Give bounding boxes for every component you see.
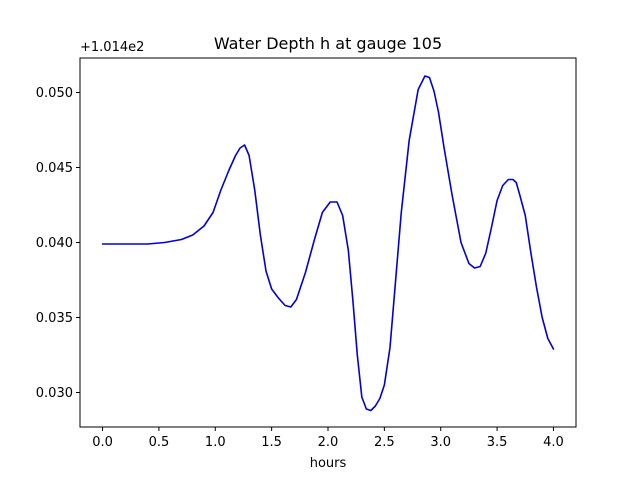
x-tick-label: 0.0	[92, 435, 113, 450]
y-axis-offset-label: +1.014e2	[80, 40, 144, 55]
y-tick-label: 0.050	[36, 86, 73, 101]
x-tick-label: 2.5	[374, 435, 395, 450]
y-tick-label: 0.040	[36, 236, 73, 251]
x-tick-label: 4.0	[543, 435, 564, 450]
y-tick-label: 0.045	[36, 161, 73, 176]
y-tick-label: 0.030	[36, 386, 73, 401]
x-axis-label: hours	[310, 456, 347, 471]
x-tick-label: 0.5	[149, 435, 170, 450]
x-tick-label: 1.5	[261, 435, 282, 450]
plot-area: 0.0 0.5 1.0 1.5 2.0 2.5 3.0 3.5 4.0 0.030 0.035 0.0…	[36, 57, 577, 450]
x-tick-label: 1.0	[205, 435, 226, 450]
x-tick-label: 2.0	[318, 435, 339, 450]
y-tick-label: 0.035	[36, 311, 73, 326]
chart-title: Water Depth h at gauge 105	[214, 34, 442, 53]
x-tick-label: 3.0	[430, 435, 451, 450]
x-tick-label: 3.5	[487, 435, 508, 450]
series-line-0	[101, 75, 555, 412]
